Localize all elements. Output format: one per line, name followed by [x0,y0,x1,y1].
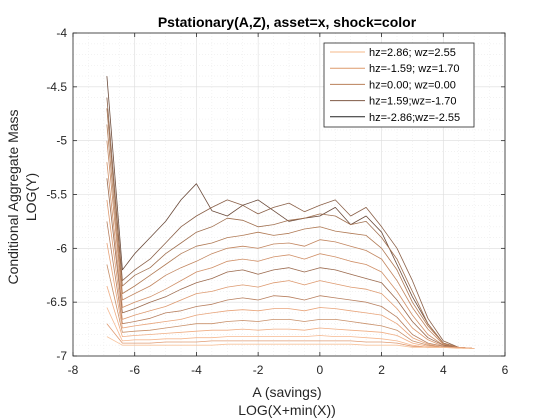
series-line-10 [106,242,475,349]
series-line-4 [106,124,475,349]
legend-label: hz=-1.59; wz=1.70 [369,63,460,75]
x-tick-labels: -8 -6 -4 -2 0 2 4 6 [68,363,509,377]
ticks [72,32,506,357]
series-line-6 [106,162,475,349]
series-line-14 [106,323,475,349]
series-line-11 [106,264,475,349]
x-axis-label-line-2: LOG(X+min(X)) [238,402,336,418]
legend-label: hz=-2.86;wz=-2.55 [369,112,460,124]
series-line-13 [106,307,475,349]
series-lines [106,76,475,349]
x-tick-label: -4 [191,363,202,377]
x-tick-label: -8 [68,363,79,377]
y-tick-labels: -4 -4.5 -5 -5.5 -6 -6.5 -7 [46,26,67,363]
series-line-1 [106,76,475,349]
legend-label: hz=0.00; wz=0.00 [369,79,456,91]
x-tick-label: -6 [129,363,140,377]
series-line-15 [106,336,475,349]
series-line-8 [106,199,475,349]
y-axis-label-line-2: LOG(Y) [23,173,39,221]
y-tick-label: -5.5 [46,188,67,202]
y-tick-label: -7 [56,349,67,363]
x-tick-label: 4 [440,363,447,377]
x-tick-label: 0 [317,363,324,377]
chart-title: Pstationary(A,Z), asset=x, shock=color [158,14,417,30]
x-tick-label: 2 [378,363,385,377]
series-line-5 [106,140,475,349]
series-line-9 [106,221,475,349]
x-tick-label: -2 [253,363,264,377]
y-tick-label: -6 [56,241,67,255]
y-axis-label-line-1: Conditional Aggregate Mass [5,109,21,284]
y-tick-label: -5 [56,134,67,148]
legend-label: hz=1.59;wz=-1.70 [369,96,456,108]
series-line-3 [106,108,475,349]
x-tick-label: 6 [502,363,509,377]
y-tick-label: -4.5 [46,80,67,94]
legend-label: hz=2.86; wz=2.55 [369,47,456,59]
series-line-7 [106,178,475,349]
y-tick-label: -4 [56,26,67,40]
legend-box [323,42,475,128]
legend: hz=2.86; wz=2.55 hz=-1.59; wz=1.70 hz=0.00… [323,42,475,128]
y-tick-label: -6.5 [46,295,67,309]
series-line-2 [106,97,475,349]
series-line-12 [106,285,475,349]
x-axis-label-line-1: A (savings) [252,384,321,400]
